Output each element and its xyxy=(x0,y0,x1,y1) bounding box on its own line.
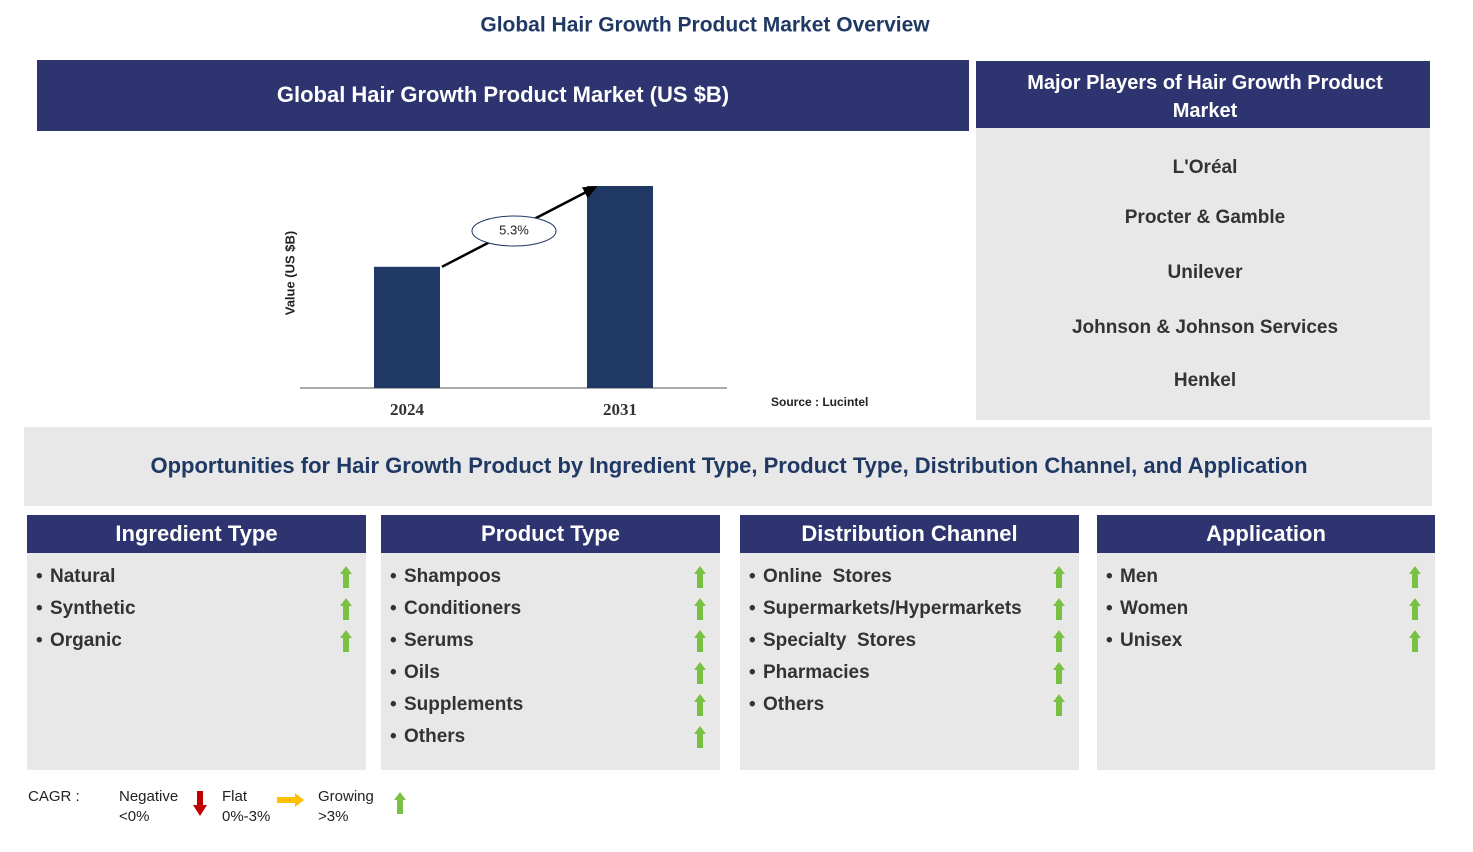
segment-item: Others xyxy=(404,726,465,747)
up-arrow xyxy=(694,726,706,748)
bullet: • xyxy=(749,662,756,683)
player-name: Henkel xyxy=(1174,370,1236,391)
bullet: • xyxy=(36,598,43,619)
segment-body xyxy=(1097,553,1435,770)
segment-item: Oils xyxy=(404,662,440,683)
legend-range: 0%-3% xyxy=(222,808,270,825)
up-arrow xyxy=(1053,630,1065,652)
bar xyxy=(374,266,440,388)
legend-item: Growing xyxy=(318,788,374,805)
players-title: Major Players of Hair Growth Product Mark… xyxy=(1027,72,1383,122)
bar xyxy=(587,186,653,388)
cagr-bubble xyxy=(471,215,557,247)
segment-header xyxy=(27,515,366,553)
bullet: • xyxy=(390,566,397,587)
bullet: • xyxy=(390,726,397,747)
segment-title: Product Type xyxy=(481,521,620,546)
segment-item: Men xyxy=(1120,566,1158,587)
legend-range: >3% xyxy=(318,808,348,825)
segment-item: Synthetic xyxy=(50,598,136,619)
player-name: Procter & Gamble xyxy=(1125,207,1286,228)
players-body xyxy=(976,128,1430,420)
player-name: Johnson & Johnson Services xyxy=(1072,317,1338,338)
segment-item: Unisex xyxy=(1120,630,1183,651)
bullet: • xyxy=(390,662,397,683)
up-arrow xyxy=(694,630,706,652)
up-arrow xyxy=(1053,662,1065,684)
segment-title: Ingredient Type xyxy=(115,521,277,546)
source: Source : Lucintel xyxy=(771,395,868,409)
up-arrow xyxy=(340,630,352,652)
segment-item: Shampoos xyxy=(404,566,501,587)
up-arrow xyxy=(1409,598,1421,620)
segment-item: Online Stores xyxy=(763,566,892,587)
bullet: • xyxy=(390,630,397,651)
segment-item: Women xyxy=(1120,598,1188,619)
legend-item: Flat xyxy=(222,788,248,805)
up-arrow xyxy=(1409,630,1421,652)
players-header xyxy=(976,61,1430,128)
segment-body xyxy=(27,553,366,770)
segment-header xyxy=(740,515,1079,553)
bullet: • xyxy=(1106,598,1113,619)
chart-header xyxy=(37,60,969,131)
segment-body xyxy=(381,553,720,770)
bullet: • xyxy=(390,598,397,619)
up-arrow xyxy=(694,598,706,620)
bullet: • xyxy=(749,630,756,651)
bullet: • xyxy=(749,598,756,619)
up-arrow xyxy=(1409,566,1421,588)
chart-title: Global Hair Growth Product Market (US $B… xyxy=(277,82,729,107)
arrow-head xyxy=(582,186,598,199)
segment-item: Specialty Stores xyxy=(763,630,916,651)
bullet: • xyxy=(749,566,756,587)
up-arrow xyxy=(1053,598,1065,620)
up-arrow xyxy=(694,662,706,684)
segment-item: Supplements xyxy=(404,694,523,715)
page-title: Global Hair Growth Product Market Overvi… xyxy=(480,14,930,37)
legend-label: CAGR : xyxy=(28,788,80,805)
bullet: • xyxy=(36,566,43,587)
x-tick-label: 2024 xyxy=(390,400,425,419)
up-arrow xyxy=(694,694,706,716)
segment-body xyxy=(740,553,1079,770)
segment-item: Organic xyxy=(50,630,122,651)
opportunities-title: Opportunities for Hair Growth Product by… xyxy=(150,453,1307,478)
segment-item: Supermarkets/Hypermarkets xyxy=(763,598,1022,619)
segment-item: Pharmacies xyxy=(763,662,870,683)
bullet: • xyxy=(749,694,756,715)
x-tick-label: 2031 xyxy=(603,400,637,419)
segment-item: Natural xyxy=(50,566,115,587)
up-arrow xyxy=(1053,566,1065,588)
segment-header xyxy=(381,515,720,553)
opportunities-band xyxy=(24,427,1432,506)
player-name: L'Oréal xyxy=(1173,157,1238,178)
y-axis-label: Value (US $B) xyxy=(282,231,297,316)
down-arrow xyxy=(193,791,207,816)
legend-range: <0% xyxy=(119,808,149,825)
segment-item: Conditioners xyxy=(404,598,521,619)
up-arrow xyxy=(394,792,406,814)
segment-header xyxy=(1097,515,1435,553)
segment-title: Distribution Channel xyxy=(801,521,1017,546)
up-arrow xyxy=(340,566,352,588)
segment-item: Others xyxy=(763,694,824,715)
bullet: • xyxy=(36,630,43,651)
flat-arrow xyxy=(277,793,304,807)
legend-item: Negative xyxy=(119,788,178,805)
up-arrow xyxy=(340,598,352,620)
segment-item: Serums xyxy=(404,630,474,651)
up-arrow xyxy=(1053,694,1065,716)
up-arrow xyxy=(694,566,706,588)
cagr-label: 5.3% xyxy=(499,222,529,237)
bullet: • xyxy=(1106,566,1113,587)
segment-title: Application xyxy=(1206,521,1326,546)
player-name: Unilever xyxy=(1168,262,1244,283)
bullet: • xyxy=(390,694,397,715)
bullet: • xyxy=(1106,630,1113,651)
